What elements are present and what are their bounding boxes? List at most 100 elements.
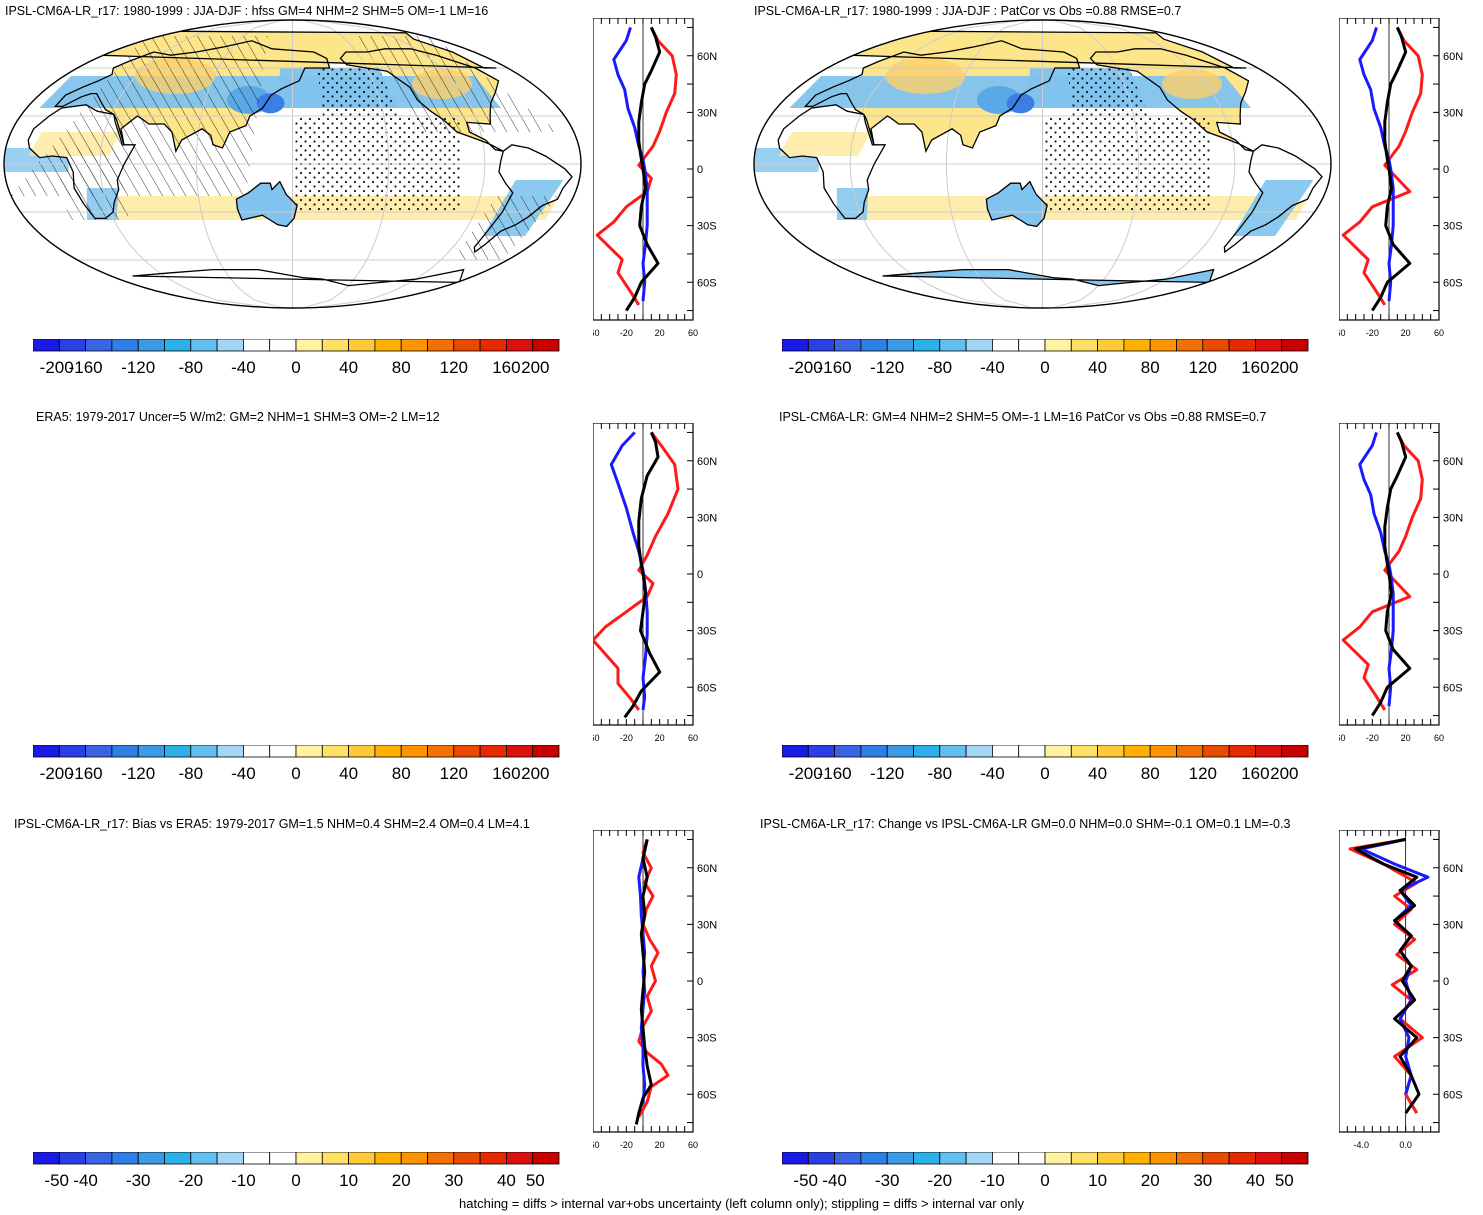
colorbar-swatch [1018,745,1046,758]
colorbar-swatch [1097,745,1125,758]
colorbar-swatch [1281,745,1309,758]
colorbar-swatch [400,1152,428,1165]
colorbar-label: -160 [69,358,103,377]
profile-xtick: 60 [688,733,698,743]
colorbar-swatch [85,1152,113,1165]
profile-xtick: -20 [620,1140,633,1150]
profile-series-diff [623,431,662,719]
colorbar-label: -120 [121,358,155,377]
profile-ytick: 60N [697,51,717,63]
colorbar-label: -10 [980,1171,1005,1190]
colorbar-label: 80 [1141,358,1160,377]
colorbar-label: -10 [231,1171,256,1190]
profile-ytick: 0 [697,164,703,176]
colorbar-3: -200-160 -120 -80 -40 0 40 80 120 160 200 [33,745,560,783]
profile-xtick: 20 [1401,733,1411,743]
profile-xtick: -20 [620,733,633,743]
colorbar-swatch [834,745,862,758]
colorbar-label: 20 [392,1171,411,1190]
colorbar-swatch [453,1152,481,1165]
colorbar-swatch [1070,1152,1098,1165]
colorbar-swatch [1123,1152,1151,1165]
profile-ytick: 60N [1443,456,1463,468]
colorbar-label: 160 [1241,764,1269,783]
profile-ytick: 30N [1443,919,1463,931]
colorbar-swatch [453,339,481,352]
colorbar-label: 120 [440,358,468,377]
colorbar-swatch [1228,745,1256,758]
colorbar-label: 160 [1241,358,1269,377]
colorbar-swatch [1149,339,1177,352]
colorbar-swatch [1149,1152,1177,1165]
colorbar-swatch [242,1152,271,1165]
panel-title-4: IPSL-CM6A-LR: GM=4 NHM=2 SHM=5 OM=-1 LM=… [779,410,1267,424]
colorbar-swatch [33,1152,60,1165]
profile-xtick: -4.0 [1353,1140,1369,1150]
colorbar-swatch [886,1152,914,1165]
colorbar-swatch [913,745,941,758]
colorbar-swatch [886,745,914,758]
colorbar-4: -200-160 -120 -80 -40 0 40 80 120 160 200 [782,745,1309,783]
colorbar-swatch [1018,339,1046,352]
figure-footer: hatching = diffs > internal var+obs unce… [459,1196,1024,1211]
profile-series-diff [1371,431,1412,717]
colorbar-label: 200 [521,358,549,377]
colorbar-swatch [479,1152,507,1165]
profile-ytick: 30N [697,512,717,524]
colorbar-label: 120 [440,764,468,783]
colorbar-swatch [374,745,402,758]
colorbar-swatch [190,1152,218,1165]
colorbar-swatch [1176,745,1204,758]
colorbar-swatch [453,745,481,758]
profile-series-JJA [1341,26,1424,306]
colorbar-label: 40 [1246,1171,1265,1190]
profile-xtick: -20 [1366,733,1379,743]
colorbar-label: 20 [1141,1171,1160,1190]
colorbar-swatch [269,1152,297,1165]
colorbar-label: 0 [291,358,300,377]
profile-ytick: 60N [697,456,717,468]
colorbar-swatch [400,339,428,352]
colorbar-swatch [834,339,862,352]
colorbar-swatch [807,1152,835,1165]
colorbar-label: 40 [1088,358,1107,377]
colorbar-label: -20 [928,1171,953,1190]
colorbar-swatch [85,745,113,758]
colorbar-swatch [1149,745,1177,758]
colorbar-swatch [216,1152,244,1165]
colorbar-label: 10 [339,1171,358,1190]
profile-ytick: 0 [1443,569,1449,581]
colorbar-swatch [85,339,113,352]
colorbar-swatch [111,339,139,352]
colorbar-swatch [913,1152,941,1165]
colorbar-swatch [427,1152,455,1165]
profile-series-JJA [593,431,680,711]
colorbar-swatch [190,339,218,352]
colorbar-swatch [505,1152,534,1165]
colorbar-swatch [242,745,271,758]
colorbar-label: 200 [521,764,549,783]
colorbar-swatch [374,339,402,352]
colorbar-label: 40 [339,764,358,783]
profile-ytick: 30S [1443,1033,1463,1045]
colorbar-label: -20 [179,1171,204,1190]
colorbar-swatch [913,339,941,352]
profile-series-JJA [595,26,678,306]
colorbar-label: 0 [291,764,300,783]
profile-ytick: 60S [697,682,717,694]
profile-xtick: 60 [688,1140,698,1150]
colorbar-label: 0 [291,1171,300,1190]
colorbar-label: -200 [789,358,823,377]
profile-series-DJF [1358,431,1395,707]
colorbar-label: -40 [980,764,1005,783]
profile-ytick: 30N [697,919,717,931]
colorbar-label: -50 [793,1171,818,1190]
colorbar-swatch [807,745,835,758]
colorbar-label: -200 [40,358,74,377]
colorbar-swatch [58,339,86,352]
colorbar-swatch [1254,745,1283,758]
colorbar-swatch [269,745,297,758]
profile-ytick: 30S [697,1033,717,1045]
colorbar-label: -160 [818,764,852,783]
colorbar-label: 200 [1270,764,1298,783]
